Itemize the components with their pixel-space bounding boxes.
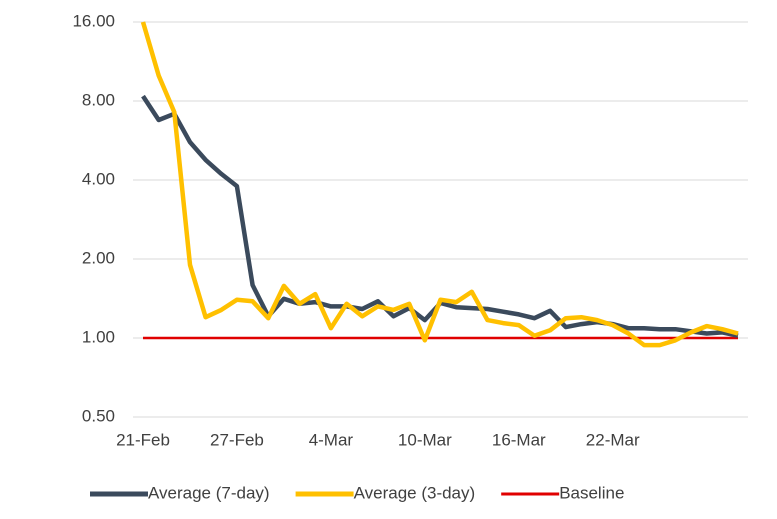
x-tick-label: 16-Mar	[492, 430, 546, 449]
x-tick-label: 4-Mar	[309, 430, 354, 449]
x-tick-label: 27-Feb	[210, 430, 264, 449]
x-tick-label: 22-Mar	[586, 430, 640, 449]
legend-label: Average (7-day)	[148, 483, 270, 502]
y-tick-label: 1.00	[82, 327, 115, 346]
y-tick-label: 16.00	[72, 11, 115, 30]
y-tick-label: 0.50	[82, 406, 115, 425]
y-tick-label: 8.00	[82, 90, 115, 109]
y-tick-label: 2.00	[82, 248, 115, 267]
x-tick-label: 21-Feb	[116, 430, 170, 449]
legend-label: Average (3-day)	[354, 483, 476, 502]
legend-label: Baseline	[559, 483, 624, 502]
series-line	[140, 21, 739, 348]
x-tick-label: 10-Mar	[398, 430, 452, 449]
y-tick-label: 4.00	[82, 169, 115, 188]
